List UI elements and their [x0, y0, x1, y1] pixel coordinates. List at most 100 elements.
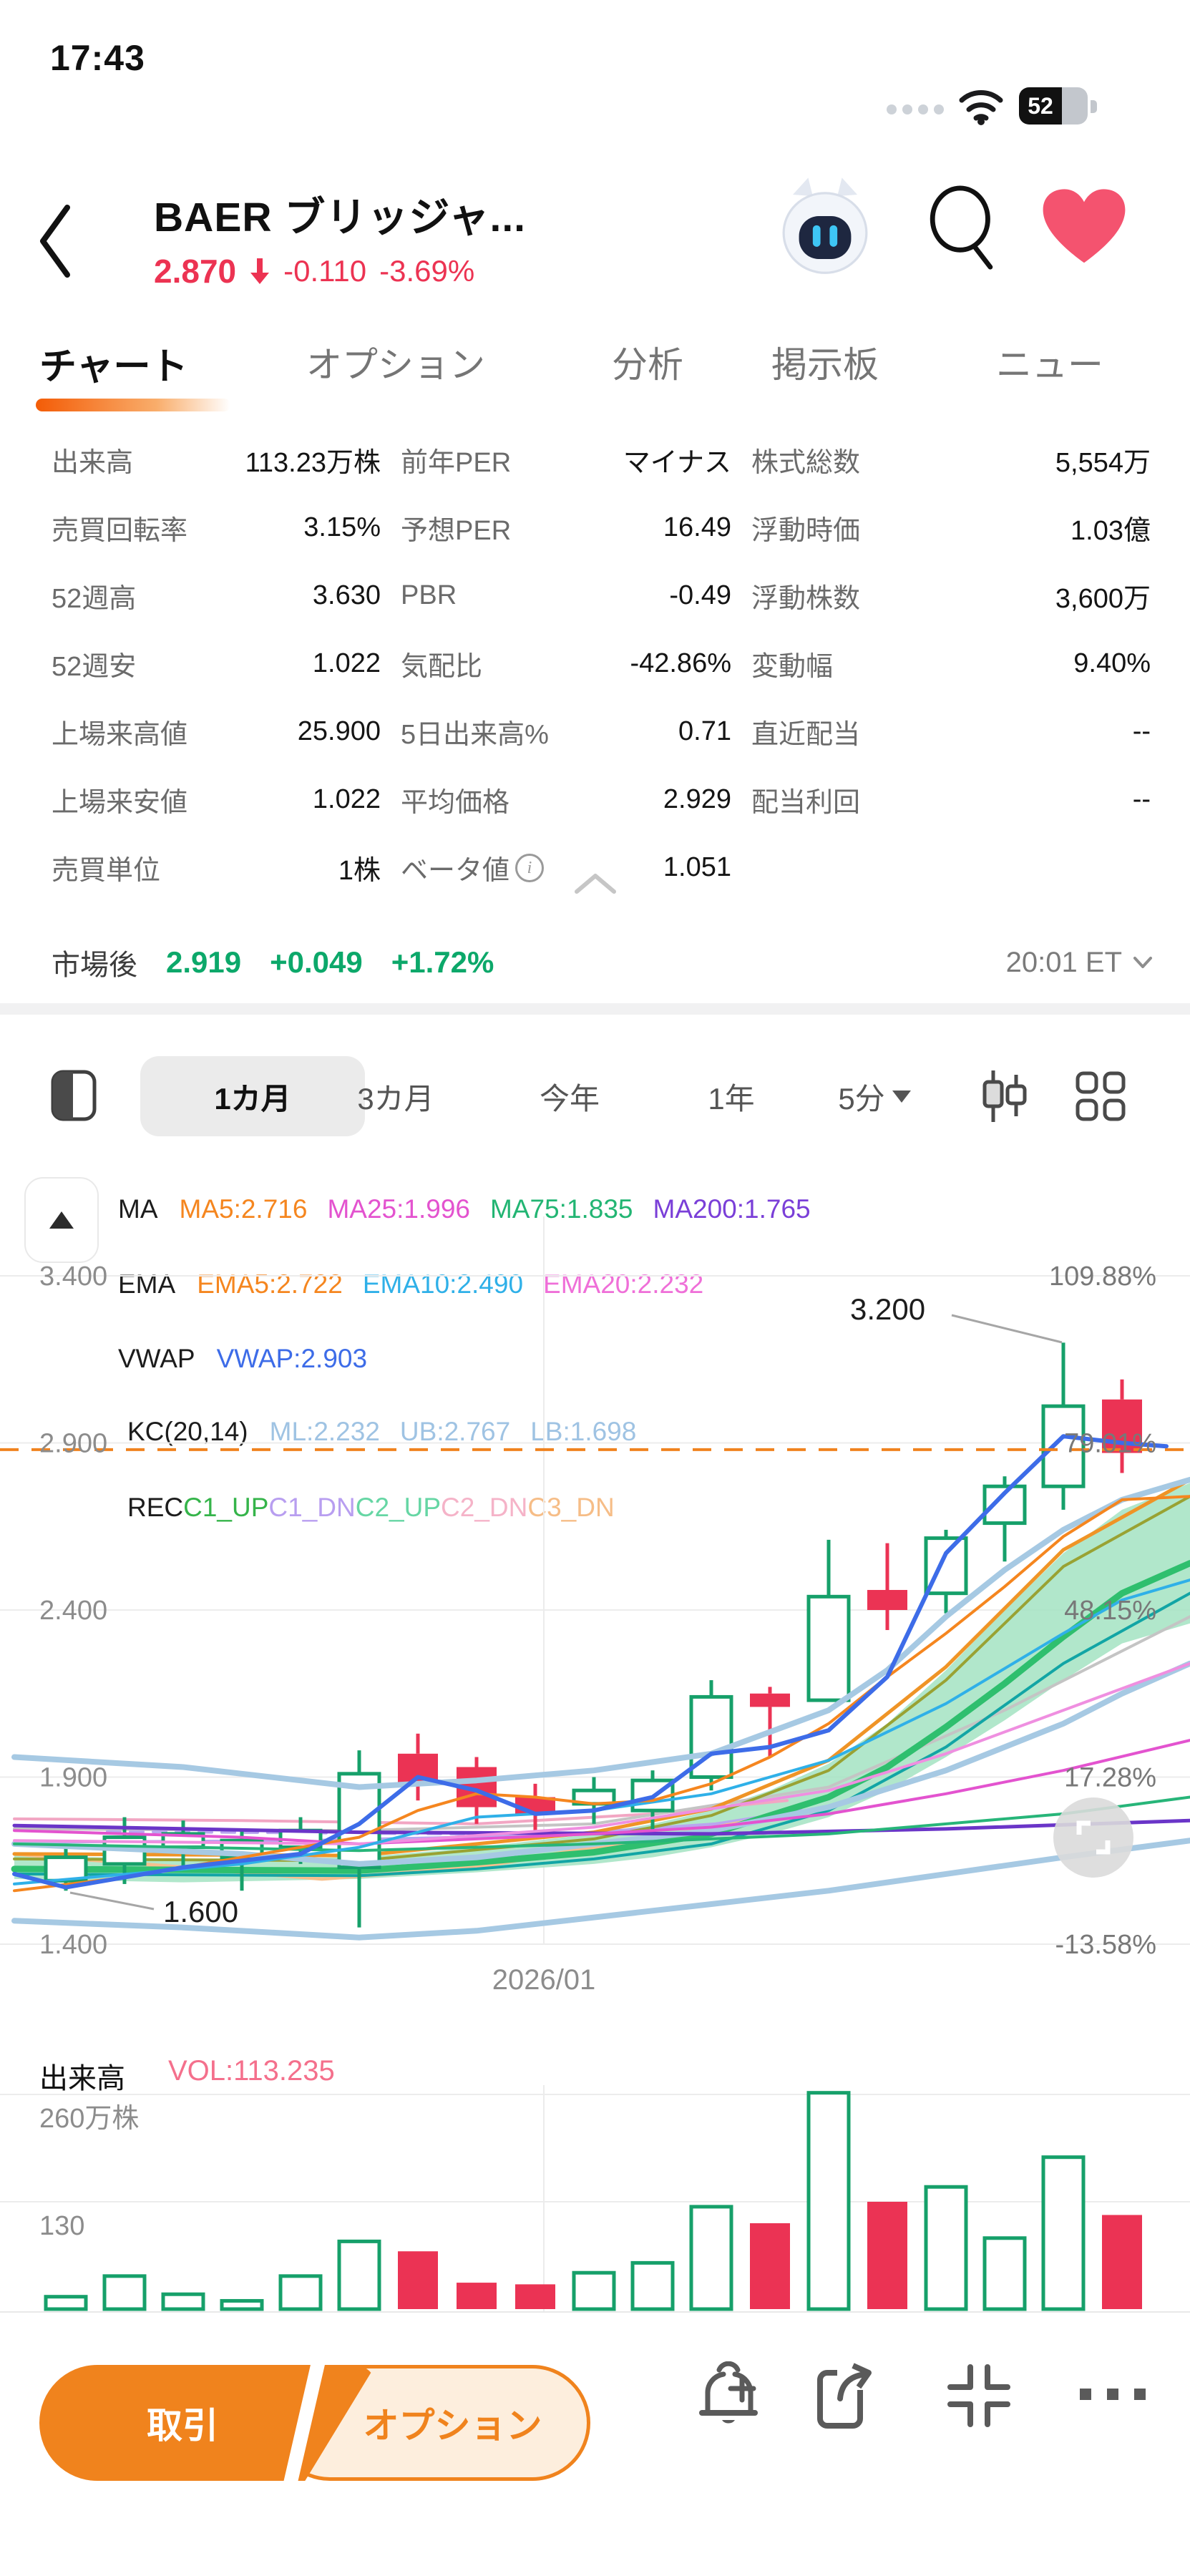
- indicator-line-vwap: [12, 1434, 1169, 1890]
- share-icon[interactable]: [816, 2361, 880, 2430]
- stat-cell: 浮動時価 1.03億: [751, 508, 1151, 547]
- stat-value: 2.929: [663, 784, 731, 814]
- after-market-change: +0.049: [270, 945, 363, 979]
- stat-label: PBR: [401, 580, 457, 610]
- chart-layout-icon[interactable]: [50, 1069, 97, 1122]
- section-divider: [0, 1003, 1190, 1015]
- legend-item: MA75:1.835: [489, 1194, 633, 1224]
- indicator-line-ma25: [13, 1739, 1190, 1845]
- legend-item: EMA5:2.722: [197, 1269, 343, 1299]
- collapse-caret-icon[interactable]: [572, 872, 618, 896]
- table-row: 出来高 113.23万株 前年PER マイナス 株式総数 5,554万: [0, 426, 1190, 494]
- stat-value: --: [1132, 784, 1151, 814]
- stat-value: 16.49: [663, 512, 731, 542]
- stat-value: 1株: [338, 856, 381, 886]
- favorite-heart-icon[interactable]: [1041, 187, 1127, 266]
- indicator-grid-icon[interactable]: [1075, 1070, 1126, 1122]
- period-5分[interactable]: 5分: [817, 1056, 932, 1136]
- tab-ニュー[interactable]: ニュー: [996, 345, 1103, 385]
- alert-bell-icon[interactable]: [698, 2361, 759, 2430]
- legend-name: MA: [118, 1194, 158, 1224]
- volume-chart[interactable]: 260万株 130: [0, 2075, 1190, 2326]
- stat-cell: ベータ値 i 1.051: [401, 848, 731, 887]
- period-今年[interactable]: 今年: [539, 1081, 600, 1116]
- vol-bar-down: [457, 2283, 497, 2309]
- period-3カ月[interactable]: 3カ月: [357, 1081, 434, 1116]
- price-chart[interactable]: 3.200 1.600 3.400 2.900 2.400 1.900 1.400 109.8…: [0, 1166, 1190, 2004]
- current-price: 2.870: [154, 253, 237, 290]
- candlestick-style-icon[interactable]: [979, 1069, 1029, 1123]
- legend-row-VWAP[interactable]: VWAP VWAP:2.903: [118, 1344, 387, 1374]
- stat-value: 0.71: [678, 716, 731, 746]
- candle-body-down: [750, 1693, 790, 1707]
- rec-cloud: [14, 1483, 1190, 1883]
- candles: [44, 1342, 1142, 1928]
- stat-value: 3.15%: [303, 512, 381, 542]
- pct-axis-label: -13.58%: [1055, 1930, 1156, 1960]
- stat-value: 3,600万: [1055, 584, 1151, 614]
- legend-item: EMA10:2.490: [362, 1269, 524, 1299]
- pct-axis-label: 17.28%: [1064, 1763, 1156, 1793]
- legend-name: KC(20,14): [127, 1417, 248, 1446]
- vol-bar-up: [689, 2205, 733, 2311]
- stat-label: 配当利回: [751, 788, 861, 818]
- y-axis-label: 1.900: [39, 1763, 107, 1793]
- tab-オプション[interactable]: オプション: [306, 345, 485, 385]
- stat-cell: 前年PER マイナス: [401, 440, 731, 479]
- vol-bar-down: [867, 2202, 907, 2309]
- indicator-line-kc-ub: [11, 1476, 1190, 1790]
- stat-label: 売買回転率: [52, 516, 188, 546]
- legend-item: MA200:1.765: [653, 1194, 811, 1224]
- legend-row-MA[interactable]: MA MA5:2.716 MA25:1.996 MA75:1.835 MA200:1.7…: [118, 1194, 831, 1224]
- stat-value: -0.49: [669, 580, 731, 610]
- back-icon[interactable]: [34, 202, 77, 280]
- stat-label: 売買単位: [52, 856, 161, 886]
- volume-title: 出来高: [39, 2063, 125, 2094]
- tab-掲示板[interactable]: 掲示板: [771, 345, 879, 385]
- table-row: 売買回転率 3.15% 予想PER 16.49 浮動時価 1.03億: [0, 494, 1190, 562]
- vol-bar-down: [750, 2223, 790, 2309]
- tab-分析[interactable]: 分析: [612, 345, 683, 385]
- stat-label: 上場来高値: [52, 720, 188, 750]
- vol-bar-down: [398, 2251, 438, 2309]
- legend-name: VWAP: [118, 1344, 195, 1373]
- stat-cell: 配当利回 --: [751, 780, 1151, 819]
- tab-チャート[interactable]: チャート: [39, 346, 188, 388]
- period-1カ月[interactable]: 1カ月: [140, 1056, 365, 1136]
- stat-label: 上場来安値: [52, 788, 188, 818]
- info-icon[interactable]: i: [515, 853, 545, 882]
- more-options-icon[interactable]: [1077, 2383, 1148, 2404]
- triangle-up-icon: [49, 1211, 74, 1229]
- page-title: BAER ブリッジャ...: [154, 195, 527, 240]
- legend-row-KC(20,14)[interactable]: KC(20,14) ML:2.232 UB:2.767 LB:1.698: [127, 1417, 656, 1447]
- legend-row-REC[interactable]: REC C1_UP C1_DN C2_UP C2_DN C3_DN: [127, 1493, 615, 1523]
- stat-cell: 5日出来高% 0.71: [401, 712, 731, 751]
- stat-label: 前年PER: [401, 448, 512, 478]
- vol-bar-up: [924, 2185, 968, 2311]
- stat-cell: 売買回転率 3.15%: [52, 508, 381, 547]
- stat-label: ベータ値 i: [401, 848, 545, 887]
- period-1年[interactable]: 1年: [708, 1081, 755, 1116]
- active-tab-underline: [36, 399, 230, 411]
- indicator-collapse-button[interactable]: [24, 1177, 99, 1263]
- stat-value: 113.23万株: [245, 448, 381, 478]
- pct-axis-label: 109.88%: [1049, 1262, 1156, 1292]
- wifi-icon: [959, 90, 1003, 125]
- stat-cell: 52週高 3.630: [52, 576, 381, 615]
- stat-value: 3.630: [312, 580, 381, 610]
- collapse-screen-icon[interactable]: [946, 2363, 1012, 2429]
- stat-label: 52週高: [52, 584, 137, 614]
- vol-bar-up: [337, 2239, 381, 2311]
- stat-value: -42.86%: [630, 648, 731, 678]
- indicator-line-ma5: [13, 1495, 1190, 1893]
- volume-value: VOL:113.235: [168, 2055, 335, 2087]
- search-icon[interactable]: [923, 182, 1005, 272]
- legend-item: C1_UP: [183, 1493, 269, 1522]
- legend-row-EMA[interactable]: EMA EMA5:2.722 EMA10:2.490 EMA20:2.232: [118, 1269, 723, 1299]
- stat-label: 出来高: [52, 448, 134, 478]
- ai-robot-icon[interactable]: [779, 173, 872, 280]
- stat-label: 気配比: [401, 652, 483, 682]
- after-market-time[interactable]: 20:01 ET: [1006, 947, 1154, 979]
- price-change-pct: -3.69%: [379, 254, 475, 288]
- indicator-line-ema20: [13, 1662, 1190, 1845]
